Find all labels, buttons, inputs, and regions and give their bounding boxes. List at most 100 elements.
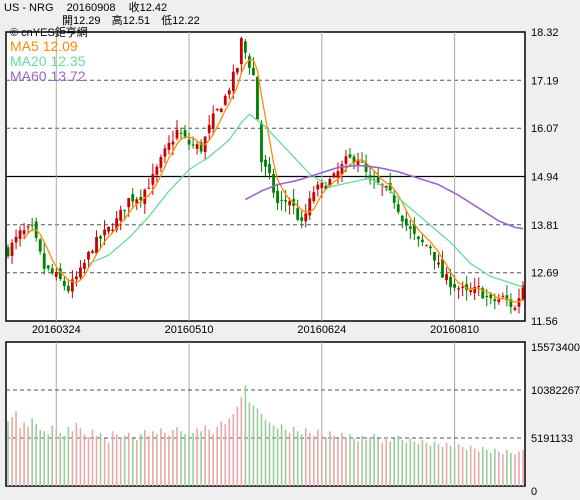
candle-body	[320, 182, 324, 188]
candle-body	[54, 272, 58, 277]
candle-body	[91, 251, 94, 253]
price-tick-label: 16.07	[531, 123, 559, 135]
candle-body	[22, 230, 26, 235]
candle-body	[70, 279, 74, 292]
candle-body	[368, 175, 372, 180]
symbol-label: US - NRG	[4, 2, 54, 14]
candle-body	[75, 276, 78, 280]
candle-body	[115, 218, 119, 230]
candle-body	[408, 226, 412, 229]
candle-body	[288, 201, 292, 206]
candle-body	[256, 76, 259, 120]
candle-body	[449, 276, 452, 288]
candle-body	[268, 164, 271, 174]
ma60-name: MA60	[10, 68, 47, 84]
candle-body	[66, 285, 70, 292]
candle-body	[521, 285, 525, 300]
date-tick-label: 20160810	[430, 324, 479, 336]
candle-body	[441, 259, 444, 278]
candle-body	[139, 196, 143, 201]
candle-body	[10, 242, 14, 256]
candle-body	[332, 173, 336, 178]
brand-label: © cnYES鉅亨網	[10, 27, 88, 39]
candle-body	[384, 186, 388, 189]
candle-body	[396, 204, 400, 212]
candle-body	[219, 108, 223, 113]
date-tick-label: 20160510	[165, 324, 214, 336]
candle-body	[348, 154, 352, 158]
candle-body	[477, 285, 481, 288]
candle-body	[239, 38, 243, 65]
candle-body	[513, 307, 517, 310]
candle-body	[388, 183, 392, 191]
candle-body	[123, 209, 127, 211]
candle-body	[175, 129, 179, 139]
candle-body	[489, 294, 493, 299]
candle-body	[312, 192, 316, 202]
volume-tick-label: 15573400	[531, 342, 580, 354]
candle-body	[26, 226, 30, 228]
candle-body	[167, 142, 171, 150]
candle-body	[42, 253, 46, 269]
price-tick-label: 18.32	[531, 27, 559, 39]
ma5-value: 12.09	[42, 38, 78, 54]
candle-body	[364, 162, 368, 172]
candle-body	[497, 299, 501, 303]
candle-body	[360, 161, 364, 163]
candle-body	[179, 132, 183, 134]
candle-body	[14, 236, 18, 243]
low-label: 低12.22	[161, 15, 200, 27]
candle-body	[392, 194, 396, 203]
candle-body	[344, 156, 348, 164]
candle-body	[248, 56, 251, 68]
chart-legend: © cnYES鉅亨網 MA5 12.09 MA20 12.35 MA60 13.…	[10, 27, 88, 84]
ma5-legend: MA5 12.09	[10, 39, 88, 54]
candle-body	[187, 139, 191, 145]
candle-body	[215, 108, 219, 111]
candle-body	[473, 286, 477, 294]
candle-body	[99, 236, 102, 239]
candle-body	[276, 190, 279, 204]
open-label: 開12.29	[62, 15, 101, 27]
close-label: 收12.42	[128, 2, 168, 14]
candle-body	[151, 174, 155, 185]
candle-body	[111, 229, 115, 231]
candle-body	[465, 284, 469, 291]
candle-body	[453, 284, 456, 288]
candle-body	[328, 178, 332, 186]
candle-body	[340, 164, 344, 175]
candle-body	[127, 198, 131, 208]
candle-body	[159, 157, 163, 168]
candle-body	[235, 68, 239, 73]
candle-body	[429, 246, 432, 249]
candle-body	[493, 299, 497, 302]
candle-body	[119, 209, 123, 221]
ma20-legend: MA20 12.35	[10, 54, 88, 69]
candle-body	[260, 122, 263, 163]
candle-body	[272, 174, 275, 193]
candle-body	[211, 113, 215, 129]
candle-body	[147, 187, 151, 189]
candle-body	[135, 199, 139, 204]
volume-tick-label: 0	[531, 486, 537, 498]
candle-body	[296, 208, 300, 220]
candle-body	[445, 274, 448, 281]
candle-body	[461, 286, 465, 288]
date-label: 20160908	[66, 2, 116, 14]
candle-body	[58, 268, 62, 280]
candle-body	[404, 218, 408, 226]
candle-body	[199, 142, 203, 152]
candle-body	[79, 267, 82, 278]
candle-body	[264, 159, 267, 167]
candle-body	[18, 230, 22, 239]
candle-body	[195, 144, 199, 149]
candle-body	[509, 299, 513, 308]
volume-tick-label: 5191133	[531, 433, 573, 445]
ma5-name: MA5	[10, 38, 39, 54]
date-tick-label: 20160624	[297, 324, 346, 336]
volume-tick-label: 10382267	[531, 385, 580, 397]
candle-body	[336, 171, 340, 178]
candle-body	[183, 130, 187, 137]
candle-body	[421, 239, 424, 243]
